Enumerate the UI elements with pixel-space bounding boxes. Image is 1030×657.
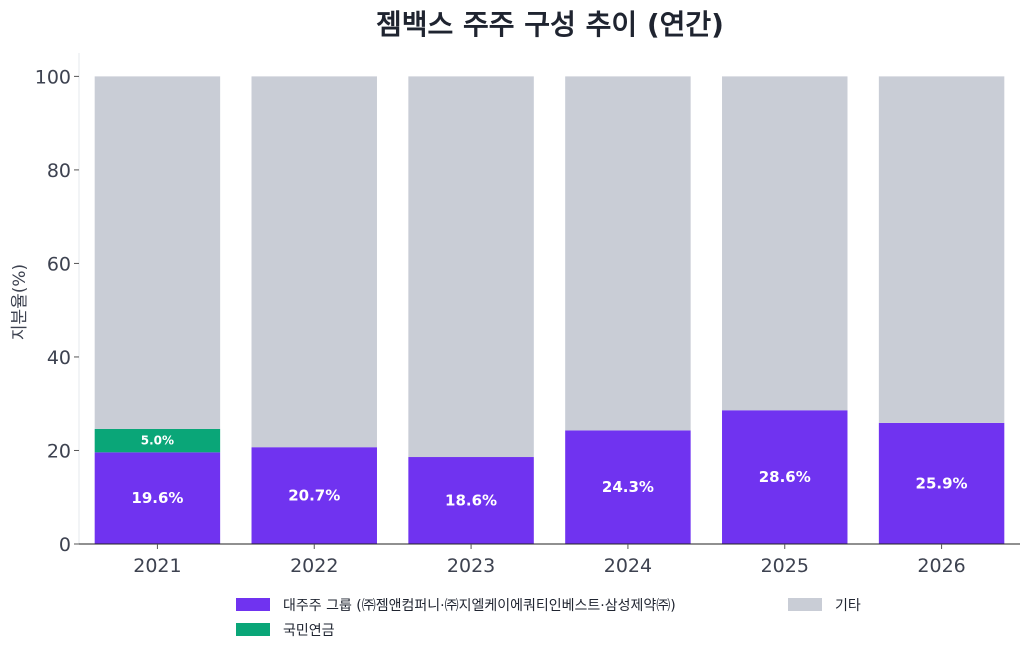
y-tick-label: 80	[47, 160, 71, 182]
data-label-2021-series-0: 19.6%	[131, 489, 183, 507]
y-tick-label: 60	[47, 253, 71, 275]
data-label-2021-series-1: 5.0%	[141, 434, 174, 448]
legend-swatch-1	[236, 623, 270, 636]
legend: 대주주 그룹 (㈜젬앤컴퍼니·㈜지엘케이에쿼티인베스트·삼성제약㈜) 국민연금 기타	[236, 598, 861, 639]
legend-label-2: 기타	[835, 598, 861, 614]
bar-2025-series-2	[722, 76, 848, 411]
data-label-2024-series-0: 24.3%	[602, 478, 654, 496]
bar-2025-series-0	[722, 410, 848, 544]
bars-group: 19.6% 5.0% 20.7% 18.6% 24.3% 28.6% 25.9%	[94, 76, 1005, 544]
chart-title: 젬백스 주주 구성 추이 (연간)	[376, 8, 724, 41]
legend-label-0: 대주주 그룹 (㈜젬앤컴퍼니·㈜지엘케이에쿼티인베스트·삼성제약㈜)	[283, 598, 676, 614]
x-tick-label-2025: 2025	[761, 555, 809, 577]
y-tick-label: 100	[35, 66, 71, 88]
legend-swatch-2	[788, 598, 822, 611]
bar-2024-series-2	[565, 76, 691, 431]
data-label-2023-series-0: 18.6%	[445, 492, 497, 510]
bar-2021-series-2	[94, 76, 221, 429]
x-tick-label-2023: 2023	[447, 555, 495, 577]
x-tick-label-2022: 2022	[290, 555, 338, 577]
legend-label-1: 국민연금	[283, 623, 335, 639]
y-axis-label: 지분율(%)	[10, 264, 30, 340]
y-tick-label: 20	[47, 440, 71, 462]
axes-group: 0 20 40 60 80 100 2021 2022 2023 2024 2025 2026	[35, 53, 1020, 577]
data-label-2022-series-0: 20.7%	[288, 487, 340, 505]
bar-2023-series-2	[408, 76, 534, 458]
x-tick-label-2024: 2024	[604, 555, 652, 577]
y-tick-label: 0	[59, 534, 71, 556]
bar-2022-series-2	[251, 76, 377, 448]
x-tick-label-2021: 2021	[133, 555, 181, 577]
bar-2024-series-0	[565, 430, 691, 544]
bar-2026-series-0	[878, 422, 1005, 544]
x-tick-label-2026: 2026	[917, 555, 965, 577]
bar-2023-series-0	[408, 457, 534, 544]
bar-2026-series-2	[878, 76, 1005, 423]
bar-2021-series-0	[94, 452, 221, 544]
y-tick-label: 40	[47, 347, 71, 369]
bar-2022-series-0	[251, 447, 377, 544]
bar-2021-series-1	[94, 428, 221, 453]
legend-swatch-0	[236, 598, 270, 611]
data-label-2025-series-0: 28.6%	[759, 468, 811, 486]
data-label-2026-series-0: 25.9%	[916, 474, 968, 492]
